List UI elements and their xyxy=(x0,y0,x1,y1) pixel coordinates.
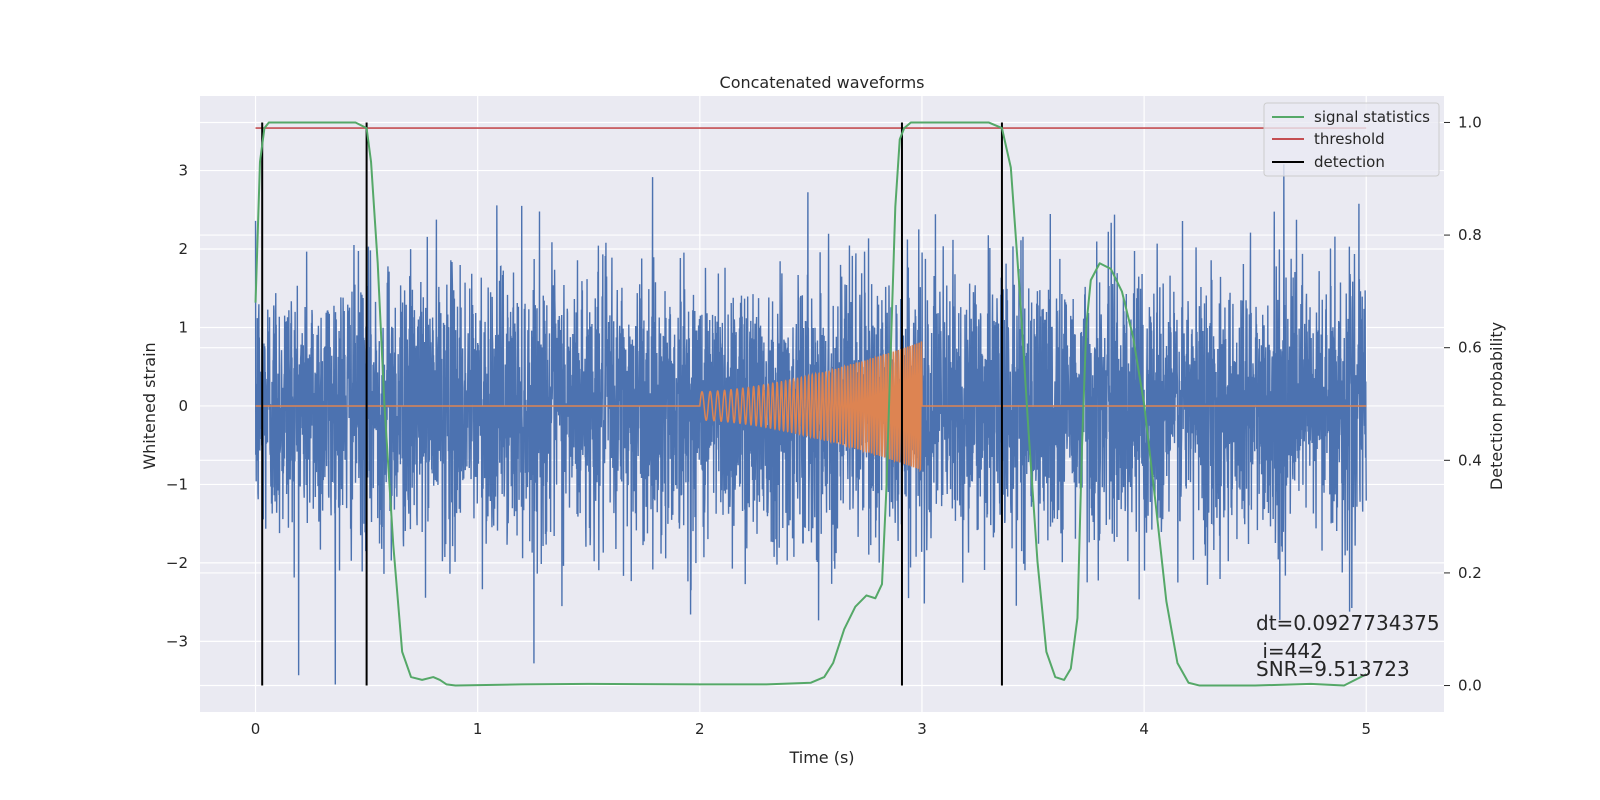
legend-label-signal-statistics: signal statistics xyxy=(1314,108,1430,126)
x-axis-label: Time (s) xyxy=(788,748,854,767)
x-tick-label: 4 xyxy=(1139,720,1149,738)
annotation-dt: dt=0.0927734375 xyxy=(1256,611,1440,635)
legend-label-threshold: threshold xyxy=(1314,130,1385,148)
y-axis-label-right: Detection probability xyxy=(1487,322,1506,490)
y-axis-label-left: Whitened strain xyxy=(140,342,159,469)
legend-box xyxy=(1263,102,1440,177)
x-tick-label: 3 xyxy=(917,720,927,738)
legend-label-detection: detection xyxy=(1314,153,1385,171)
y-tick-label-left: −2 xyxy=(166,554,188,572)
y-tick-label-right: 0.6 xyxy=(1458,339,1482,357)
y-tick-label-left: 3 xyxy=(178,162,188,180)
x-tick-label: 0 xyxy=(251,720,261,738)
y-tick-label-left: 1 xyxy=(178,318,188,336)
y-tick-label-right: 0.8 xyxy=(1458,226,1482,244)
y-tick-label-right: 0.2 xyxy=(1458,564,1482,582)
annotation-snr: SNR=9.513723 xyxy=(1256,657,1410,681)
series-injected-waveform xyxy=(255,341,1367,473)
x-tick-label: 2 xyxy=(695,720,705,738)
y-tick-label-right: 0.4 xyxy=(1458,451,1482,469)
x-tick-label: 5 xyxy=(1361,720,1371,738)
plot-layer xyxy=(254,121,1367,687)
series-signal-statistics xyxy=(254,121,1367,687)
y-tick-label-right: 0.0 xyxy=(1458,677,1482,695)
y-tick-label-left: 0 xyxy=(178,397,188,415)
y-tick-label-left: −3 xyxy=(166,632,188,650)
x-tick-label: 1 xyxy=(473,720,483,738)
annotation: dt=0.0927734375 i=442 SNR=9.513723 xyxy=(1256,611,1440,681)
y-tick-label-right: 1.0 xyxy=(1458,113,1482,131)
y-tick-label-left: −1 xyxy=(166,475,188,493)
legend: signal statistics threshold detection xyxy=(1263,102,1440,177)
annotation-index: i=442 xyxy=(1256,639,1323,663)
chart-title: Concatenated waveforms xyxy=(720,73,925,92)
y-tick-label-left: 2 xyxy=(178,240,188,258)
tick-labels: 0 1 2 3 4 5 −3 −2 −1 0 1 2 3 0.0 0.2 0.4 0.6 0.8 1.0 xyxy=(166,113,1482,738)
